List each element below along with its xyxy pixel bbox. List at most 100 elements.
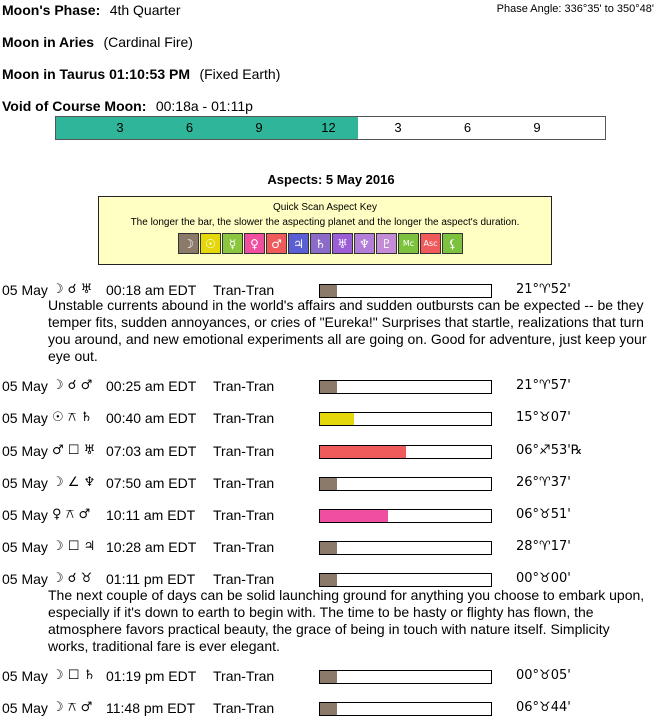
aspect-position: 15°♉07' [516,410,571,425]
aspect-type: Tran-Tran [213,475,275,491]
aspect-type: Tran-Tran [213,507,275,523]
aspect-date: 05 May [2,282,48,298]
aspect-time: 07:03 am EDT [106,443,197,459]
phase-angle: Phase Angle: 336°35' to 350°48' [496,3,654,15]
aspect-date: 05 May [2,700,48,716]
aspect-time: 11:48 pm EDT [106,700,196,716]
moon-aries-value: (Cardinal Fire) [103,34,193,50]
aspect-position: 21°♈52' [516,282,571,297]
aspect-position: 00°♉05' [516,668,571,683]
aspect-position: 26°♈37' [516,475,571,490]
aspect-duration-bar [319,541,492,555]
planet-key-swatch: ♀ [244,233,265,254]
aspect-row: 05 May ☽ ☌ ♅ 00:18 am EDT Tran-Tran 21°♈52' [2,282,642,300]
moon-taurus-label: Moon in Taurus 01:10:53 PM [2,66,190,82]
void-of-course: Void of Course Moon: 00:18a - 01:11p [2,98,253,116]
aspect-time: 00:40 am EDT [106,410,197,426]
aspect-type: Tran-Tran [213,700,275,716]
aspect-row: 05 May ☽ ☐ ♃ 10:28 am EDT Tran-Tran 28°♈17' [2,539,642,557]
voc-timeline-fill [56,117,358,139]
aspect-description: Unstable currents abound in the world's … [48,297,647,364]
aspect-position: 28°♈17' [516,539,571,554]
aspect-duration-fill [320,510,389,522]
aspect-key-description: The longer the bar, the slower the aspec… [130,217,520,228]
voc-hour-label: 9 [255,120,263,135]
aspect-type: Tran-Tran [213,378,275,394]
moon-aries-label: Moon in Aries [2,34,95,50]
aspects-title: Aspects: 5 May 2016 [267,172,395,187]
aspect-time: 00:18 am EDT [106,282,197,298]
aspect-time: 01:19 pm EDT [106,668,197,684]
moon-in-aries: Moon in Aries (Cardinal Fire) [2,34,193,52]
aspect-date: 05 May [2,668,48,684]
aspect-glyphs: ☽ ☌ ♉ [52,571,93,586]
aspect-duration-bar [319,509,492,523]
planet-key-swatch: ♆ [354,233,375,254]
aspect-duration-bar [319,445,492,459]
aspect-row: 05 May ☽ ☌ ♉ 01:11 pm EDT Tran-Tran 00°♉00' [2,571,642,589]
aspect-position: 00°♉00' [516,571,571,586]
planet-key-swatch: ⚸ [442,233,463,254]
voc-timeline-bar: 3 6 9 12 3 6 9 [55,116,606,140]
voc-hour-label: 6 [185,120,194,135]
aspect-glyphs: ☽ ⚻ ♂ [52,700,93,715]
aspect-glyphs: ☽ ☌ ♅ [52,282,93,297]
planet-color-key: ☽ ☉ ☿ ♀ ♂ ♃ ♄ ♅ ♆ ♇ Mc Asc ⚸ [178,233,464,254]
planet-key-swatch: ☉ [200,233,221,254]
aspect-description: The next couple of days can be solid lau… [48,587,645,654]
aspect-date: 05 May [2,571,48,587]
aspect-duration-fill [320,381,338,393]
voc-hour-label: 9 [533,120,541,135]
aspect-type: Tran-Tran [213,443,275,459]
aspect-duration-bar [319,477,492,491]
aspect-duration-fill [320,478,338,490]
aspect-type: Tran-Tran [213,410,275,426]
aspect-date: 05 May [2,475,48,491]
aspect-type: Tran-Tran [213,282,275,298]
aspect-row: 05 May ♀ ⚻ ♂ 10:11 am EDT Tran-Tran 06°♉51' [2,507,642,525]
voc-label: Void of Course Moon: [2,98,147,114]
aspect-duration-bar [319,573,492,587]
aspect-glyphs: ☽ ∠ ♆ [52,475,96,490]
aspect-time: 07:50 am EDT [106,475,197,491]
aspect-type: Tran-Tran [213,539,275,555]
voc-hour-label: 6 [463,120,472,135]
aspect-row: 05 May ♂ ☐ ♅ 07:03 am EDT Tran-Tran 06°♐53'℞ [2,443,642,461]
planet-key-swatch: ☽ [178,233,199,254]
aspect-glyphs: ☽ ☌ ♂ [52,378,93,393]
aspect-duration-fill [320,542,338,554]
aspect-duration-fill [320,703,338,715]
aspect-date: 05 May [2,443,48,459]
aspect-glyphs: ☽ ☐ ♄ [52,668,96,683]
aspect-type: Tran-Tran [213,571,275,587]
planet-key-swatch: ♄ [310,233,331,254]
aspect-duration-bar [319,380,492,394]
aspect-row: 05 May ☉ ⚻ ♄ 00:40 am EDT Tran-Tran 15°♉07' [2,410,642,428]
planet-key-swatch: Asc [420,233,441,254]
aspect-position: 21°♈57' [516,378,571,393]
aspect-row: 05 May ☽ ☐ ♄ 01:19 pm EDT Tran-Tran 00°♉05' [2,668,642,686]
aspect-row: 05 May ☽ ∠ ♆ 07:50 am EDT Tran-Tran 26°♈37' [2,475,642,493]
moon-phase: Moon's Phase: 4th Quarter [2,2,181,20]
voc-value: 00:18a - 01:11p [155,98,253,114]
voc-hour-label: 3 [394,120,402,135]
aspect-time: 01:11 pm EDT [106,571,196,587]
moon-in-taurus: Moon in Taurus 01:10:53 PM (Fixed Earth) [2,66,280,84]
aspect-glyphs: ♀ ⚻ ♂ [52,507,91,522]
aspect-duration-bar [319,284,492,298]
aspect-key-title: Quick Scan Aspect Key [273,202,377,213]
aspect-glyphs: ♂ ☐ ♅ [52,443,96,458]
aspect-glyphs: ☽ ☐ ♃ [52,539,96,554]
planet-key-swatch: ♃ [288,233,309,254]
moon-phase-label: Moon's Phase: [2,2,101,18]
aspect-date: 05 May [2,410,48,426]
moon-taurus-value: (Fixed Earth) [199,66,281,82]
planet-key-swatch: ♅ [332,233,353,254]
voc-hour-label: 3 [116,120,124,135]
aspect-duration-fill [320,413,355,425]
aspect-position: 06°♐53'℞ [516,443,583,458]
aspect-date: 05 May [2,539,48,555]
aspect-duration-bar [319,702,492,716]
planet-key-swatch: ♂ [266,233,287,254]
planet-key-swatch: ♇ [376,233,397,254]
